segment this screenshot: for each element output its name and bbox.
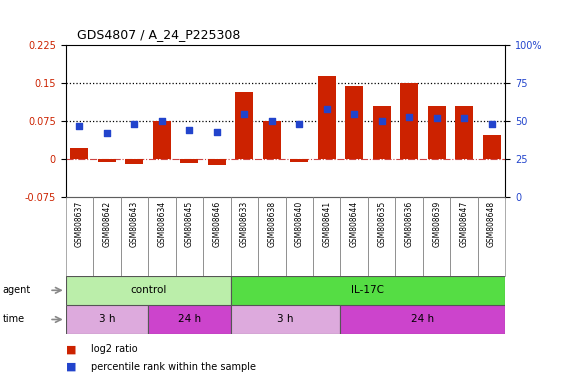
Bar [345,86,363,159]
Bar [340,305,505,334]
Bar [66,197,93,276]
Point [432,115,441,121]
Point [102,130,111,136]
Point [240,111,249,117]
Bar [231,197,258,276]
Text: log2 ratio: log2 ratio [91,344,138,354]
Bar [93,197,120,276]
Bar [180,159,198,163]
Text: GSM808641: GSM808641 [322,201,331,247]
Bar [395,197,423,276]
Text: ■: ■ [66,362,76,372]
Bar [98,159,116,162]
Point [487,121,496,127]
Point [267,118,276,124]
Bar [235,92,253,159]
Bar [208,159,226,165]
Point [349,111,359,117]
Text: 24 h: 24 h [411,314,435,324]
Point [185,127,194,133]
Point [130,121,139,127]
Bar [148,305,231,334]
Text: GSM808643: GSM808643 [130,201,139,247]
Text: control: control [130,285,166,295]
Bar [428,106,445,159]
Point [212,129,222,135]
Text: GDS4807 / A_24_P225308: GDS4807 / A_24_P225308 [77,28,240,41]
Text: GSM808647: GSM808647 [460,201,469,247]
Bar [148,197,176,276]
Bar [373,106,391,159]
Point [405,114,414,120]
Text: GSM808639: GSM808639 [432,201,441,247]
Bar [455,106,473,159]
Bar [290,159,308,162]
Bar [400,83,418,159]
Text: GSM808642: GSM808642 [102,201,111,247]
Text: GSM808637: GSM808637 [75,201,84,247]
Bar [120,197,148,276]
Text: IL-17C: IL-17C [351,285,384,295]
Point [75,122,84,129]
Bar [340,197,368,276]
Point [377,118,386,124]
Text: percentile rank within the sample: percentile rank within the sample [91,362,256,372]
Bar [153,121,171,159]
Text: agent: agent [3,285,31,295]
Point [295,121,304,127]
Bar [318,76,336,159]
Text: GSM808634: GSM808634 [158,201,166,247]
Bar [66,305,148,334]
Text: GSM808640: GSM808640 [295,201,304,247]
Text: GSM808645: GSM808645 [185,201,194,247]
Text: GSM808648: GSM808648 [487,201,496,247]
Point [460,115,469,121]
Bar [263,121,281,159]
Bar [176,197,203,276]
Bar [368,197,395,276]
Bar [231,305,340,334]
Text: GSM808636: GSM808636 [405,201,413,247]
Bar [423,197,451,276]
Bar [203,197,231,276]
Text: GSM808638: GSM808638 [267,201,276,247]
Text: GSM808644: GSM808644 [349,201,359,247]
Bar [482,135,501,159]
Bar [286,197,313,276]
Point [157,118,166,124]
Point [322,106,331,112]
Text: time: time [3,314,25,324]
Text: GSM808646: GSM808646 [212,201,222,247]
Text: 3 h: 3 h [278,314,293,324]
Bar [258,197,286,276]
Text: ■: ■ [66,344,76,354]
Text: GSM808635: GSM808635 [377,201,386,247]
Bar [313,197,340,276]
Bar [66,276,231,305]
Bar [126,159,143,164]
Text: 24 h: 24 h [178,314,201,324]
Text: 3 h: 3 h [99,314,115,324]
Bar [478,197,505,276]
Text: GSM808633: GSM808633 [240,201,249,247]
Bar [451,197,478,276]
Bar [70,148,89,159]
Bar [231,276,505,305]
